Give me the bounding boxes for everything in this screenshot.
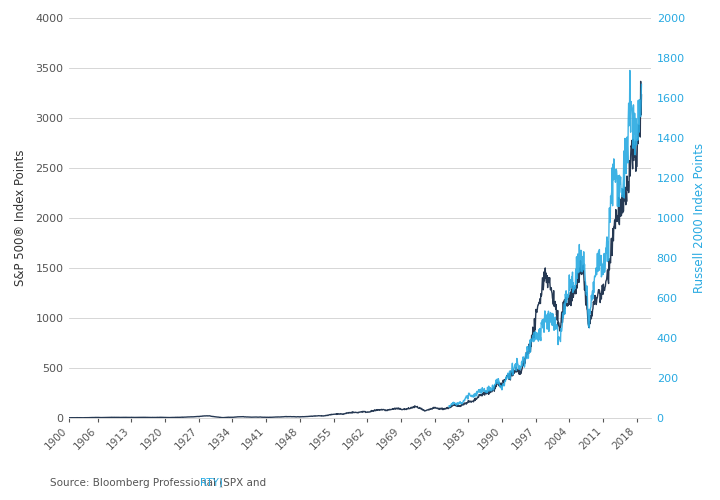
Y-axis label: Russell 2000 Index Points: Russell 2000 Index Points: [693, 143, 706, 293]
Text: RTY): RTY): [200, 478, 223, 488]
Y-axis label: S&P 500® Index Points: S&P 500® Index Points: [14, 150, 27, 286]
Text: Source: Bloomberg Professional (SPX and: Source: Bloomberg Professional (SPX and: [50, 478, 270, 488]
